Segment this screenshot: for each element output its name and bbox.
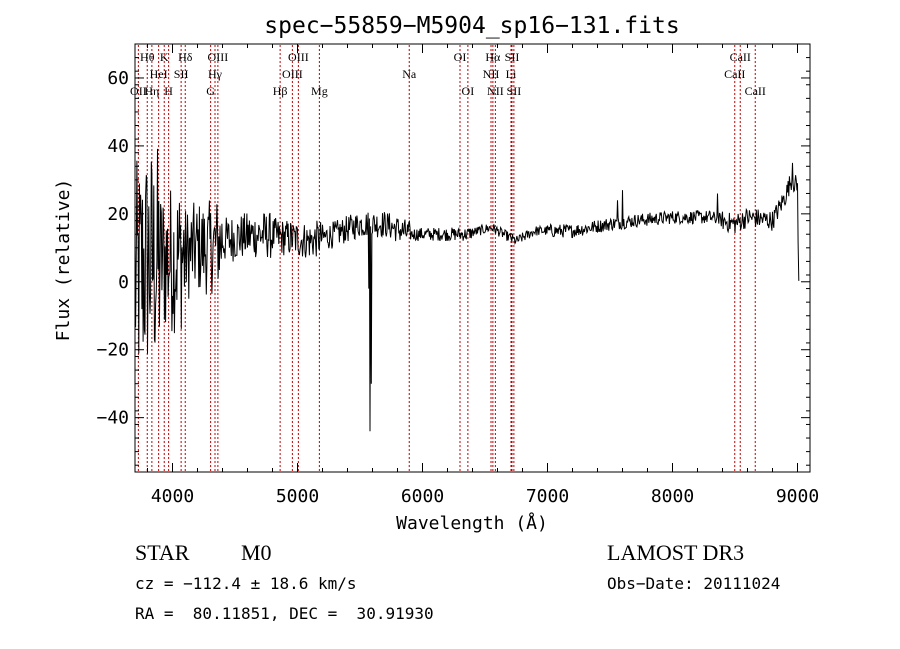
x-tick-label: 7000 [526, 486, 569, 507]
object-subclass: M0 [241, 540, 272, 565]
spectral-line-label: CaII [724, 67, 745, 81]
spectral-line-label: SII [174, 67, 189, 81]
spectral-line-label: SII [507, 84, 522, 98]
spectral-line-label: HeI [150, 67, 168, 81]
plot-frame [134, 43, 811, 473]
spectral-line-label: NII [487, 84, 504, 98]
y-tick-label: 0 [118, 272, 129, 293]
spectral-line-label: Hα [485, 50, 501, 64]
spectral-line-label: G [206, 84, 215, 98]
x-tick-label: 5000 [276, 486, 319, 507]
spectral-line-label: H [164, 84, 173, 98]
spectral-line-label: OI [454, 50, 467, 64]
x-tick-label: 9000 [776, 486, 819, 507]
spectral-line-label: OIII [208, 50, 229, 64]
y-tick-label: −20 [96, 340, 129, 361]
spectrum-line [134, 148, 800, 432]
y-tick-label: 60 [107, 68, 129, 89]
survey-name: LAMOST DR3 [607, 540, 745, 565]
redshift-velocity: cz = −112.4 ± 18.6 km/s [135, 574, 357, 593]
spectral-line-label: Hδ [178, 50, 193, 64]
axes: 4000 5000 6000 7000 8000 9000 −40 −20 0 20 40 60 [96, 44, 819, 507]
observation-date: Obs−Date: 20111024 [607, 574, 781, 593]
spectral-line-label: CaII [730, 50, 751, 64]
spectral-line-label: OIII [288, 50, 309, 64]
spectral-line-label: OIII [282, 67, 303, 81]
y-tick-label: 20 [107, 204, 129, 225]
spectral-line-label: Hη [144, 84, 159, 98]
spectral-line-label: Hθ [140, 50, 155, 64]
spectral-line-label: Mg [311, 84, 328, 98]
spectral-line-label: NII [483, 67, 500, 81]
spectral-line-label: SII [505, 50, 520, 64]
spectrum-series [134, 148, 800, 432]
spectral-line-label: Na [402, 67, 417, 81]
y-axis-label: Flux (relative) [53, 179, 74, 342]
x-axis-label: Wavelength (Å) [396, 512, 548, 534]
y-tick-label: 40 [107, 136, 129, 157]
x-tick-label: 4000 [151, 486, 194, 507]
x-tick-label: 8000 [651, 486, 694, 507]
object-class: STAR [135, 540, 190, 565]
spectral-line-label: OI [462, 84, 475, 98]
x-tick-label: 6000 [401, 486, 444, 507]
coordinates: RA = 80.11851, DEC = 30.91930 [135, 604, 434, 623]
spectral-line-label: CaII [745, 84, 766, 98]
spectral-line-markers [137, 45, 756, 471]
spectral-line-label: OII [130, 84, 147, 98]
spectral-line-label: Li [506, 67, 517, 81]
spectral-line-label: K [160, 50, 169, 64]
chart-title: spec−55859−M5904_sp16−131.fits [264, 13, 679, 39]
spectral-line-label: Hγ [208, 67, 223, 81]
y-tick-label: −40 [96, 408, 129, 429]
spectral-line-label: Hβ [273, 84, 288, 98]
